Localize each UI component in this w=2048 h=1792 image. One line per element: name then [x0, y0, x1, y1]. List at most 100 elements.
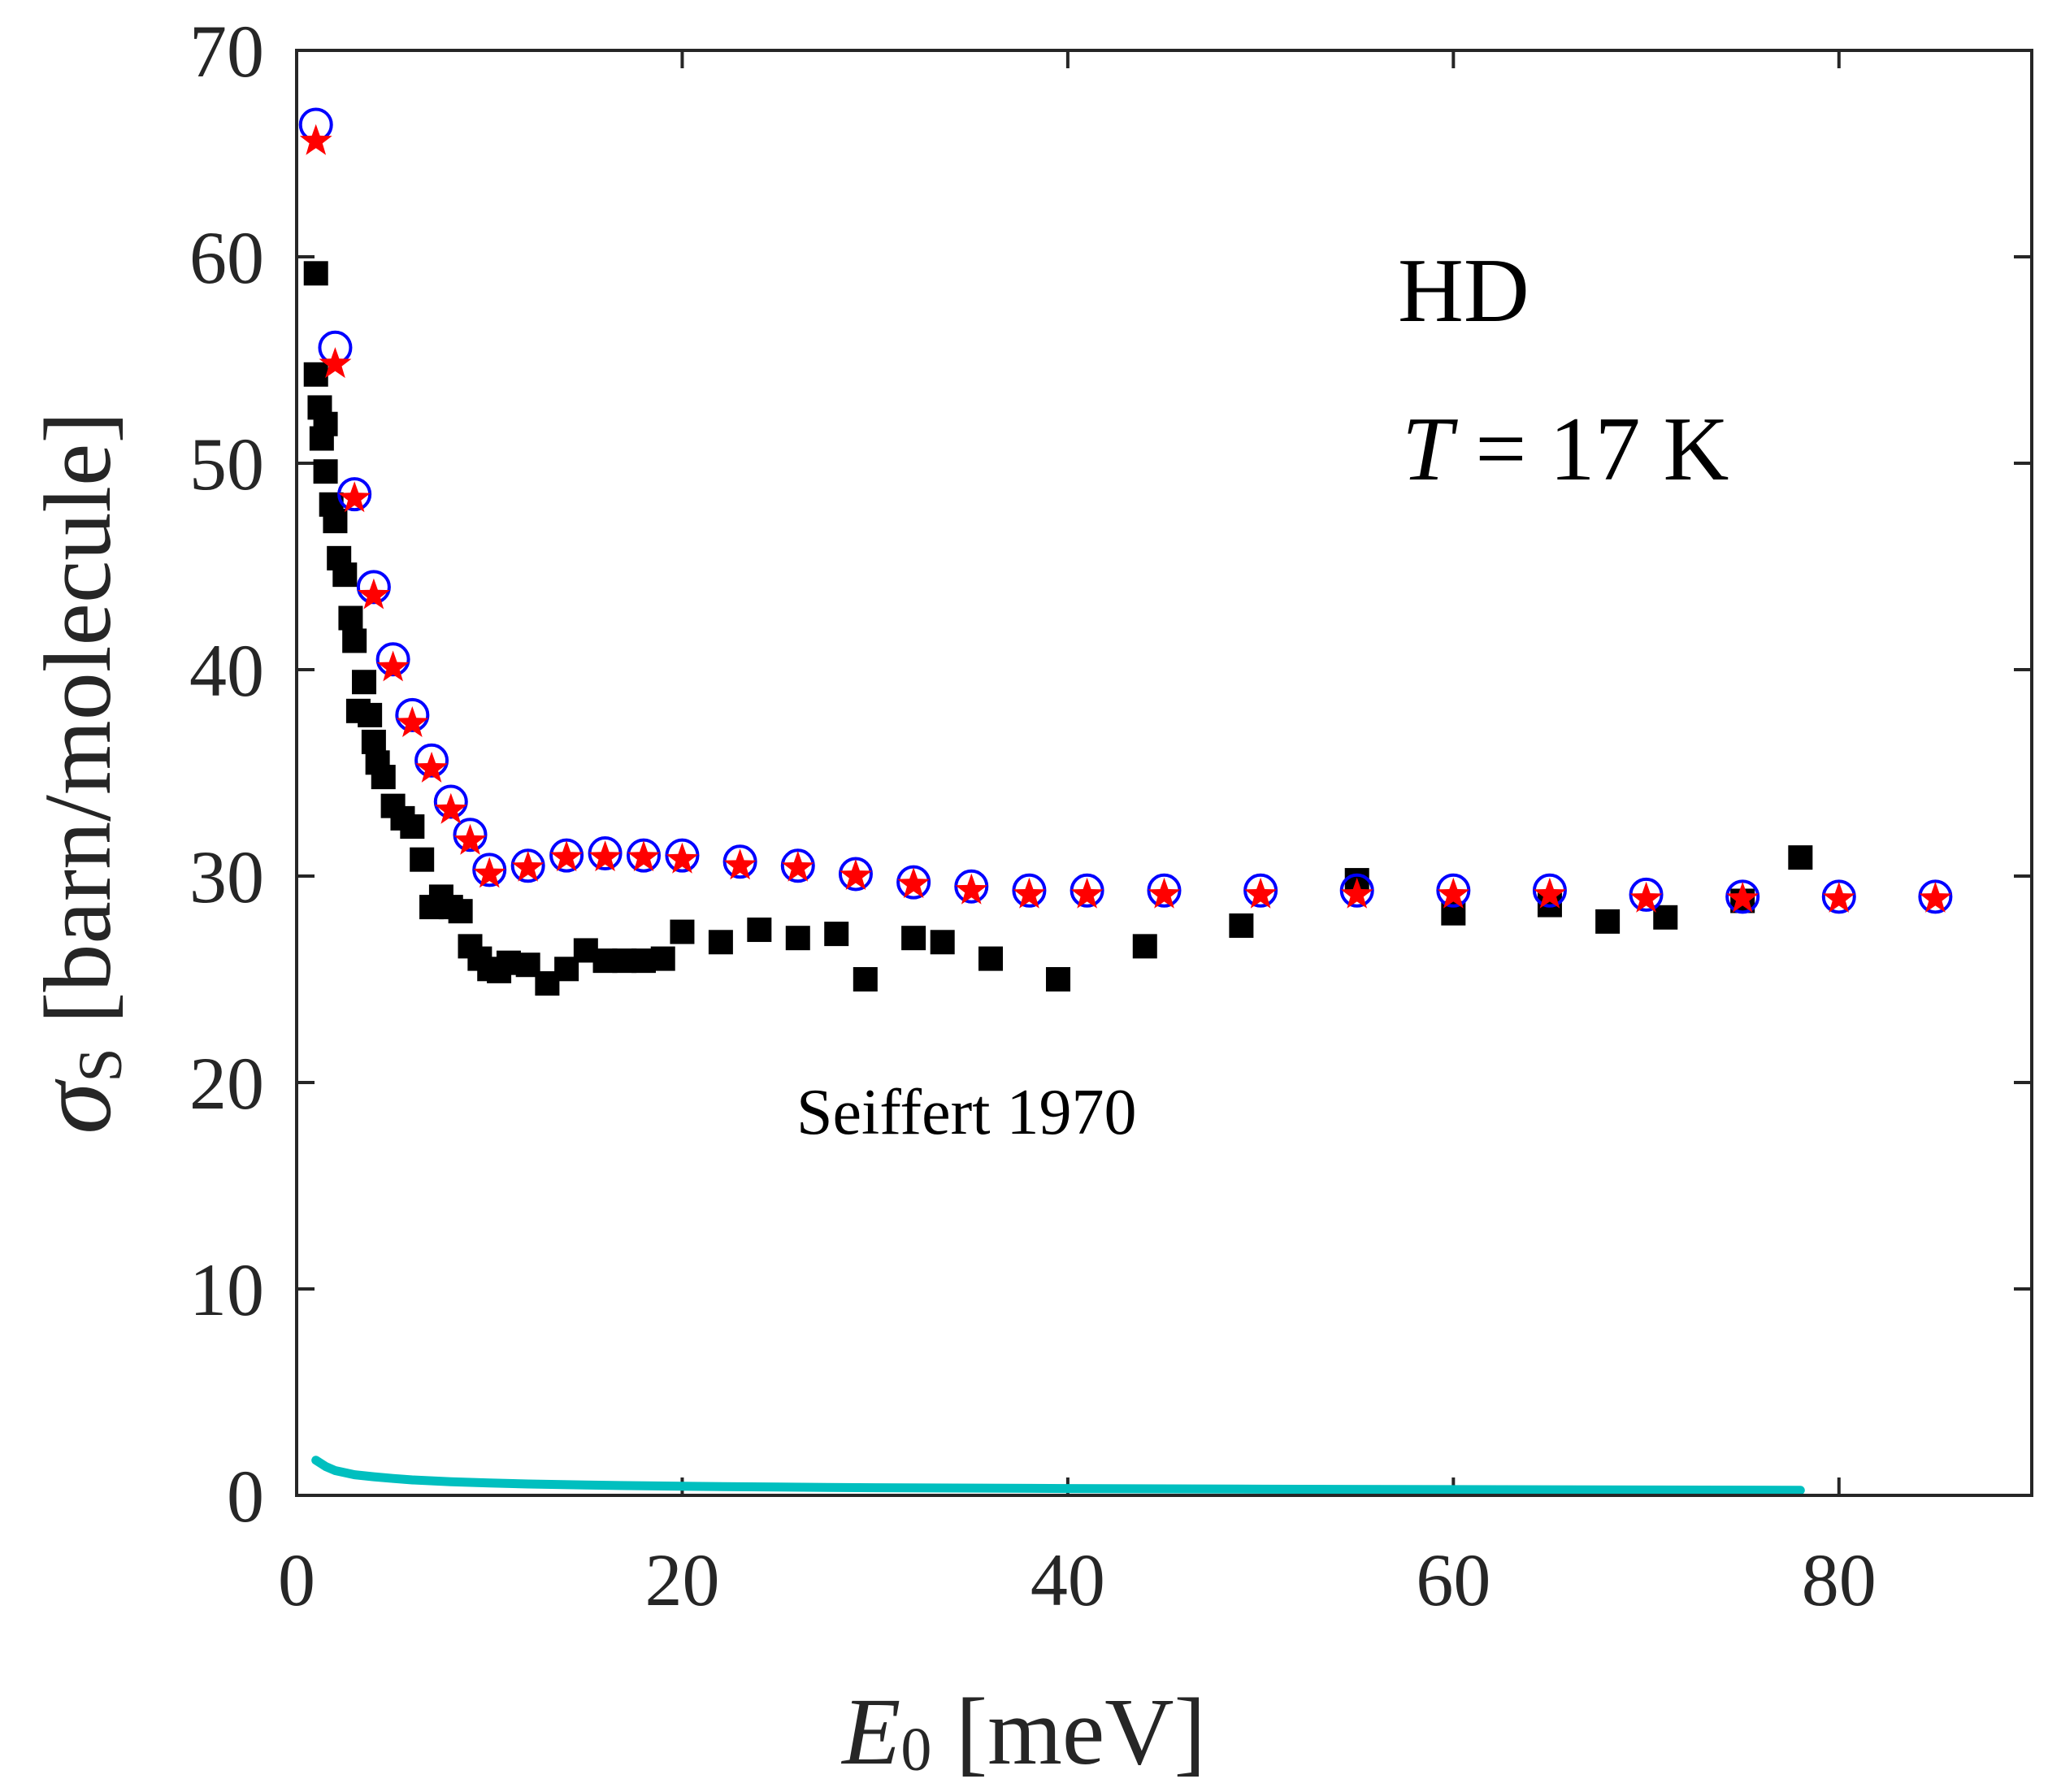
point-experiment-47 [978, 946, 1003, 971]
point-experiment-41 [747, 918, 772, 943]
point-circle-14 [665, 838, 700, 873]
point-experiment-0 [303, 261, 328, 286]
point-circle-23 [1243, 873, 1278, 908]
point-experiment-46 [930, 930, 955, 955]
point-circle-29 [1821, 879, 1856, 914]
point-circle-15 [722, 844, 757, 879]
point-star-27 [1629, 881, 1663, 913]
point-star-21 [1070, 877, 1104, 909]
x-tick-label-4: 80 [1802, 1538, 1877, 1621]
point-circle-4 [375, 642, 410, 677]
point-star-10 [511, 850, 545, 882]
point-circle-12 [588, 836, 623, 871]
y-tick-label-6: 60 [189, 216, 264, 299]
y-tick-label-7: 70 [189, 10, 264, 93]
point-experiment-14 [358, 702, 383, 727]
point-circle-7 [433, 784, 468, 819]
point-circle-5 [395, 697, 430, 732]
x-tick-label-3: 60 [1416, 1538, 1490, 1621]
point-star-22 [1148, 877, 1181, 909]
point-experiment-44 [853, 967, 878, 991]
point-circle-3 [356, 570, 391, 605]
x-tick-label-2: 40 [1031, 1538, 1105, 1621]
x-tick-label-1: 20 [644, 1538, 719, 1621]
point-experiment-25 [448, 899, 473, 924]
point-experiment-45 [901, 926, 926, 951]
point-star-5 [396, 706, 429, 737]
point-star-8 [453, 823, 487, 855]
point-experiment-17 [371, 765, 396, 790]
point-experiment-38 [650, 946, 675, 971]
point-star-24 [1340, 877, 1373, 909]
point-circle-22 [1147, 873, 1182, 908]
point-experiment-42 [785, 926, 810, 951]
point-experiment-9 [332, 562, 358, 588]
point-star-18 [897, 867, 931, 899]
point-star-3 [357, 578, 390, 610]
point-circle-28 [1725, 879, 1760, 914]
plot-frame [295, 49, 2033, 1497]
x-tick-label-0: 0 [278, 1538, 315, 1621]
point-star-12 [588, 840, 622, 872]
point-star-26 [1534, 877, 1566, 909]
point-experiment-21 [410, 847, 435, 872]
point-circle-20 [1012, 873, 1047, 908]
point-circle-13 [627, 838, 661, 873]
point-experiment-5 [313, 411, 338, 436]
point-star-7 [434, 792, 467, 824]
point-circle-6 [414, 743, 449, 778]
point-experiment-48 [1046, 967, 1071, 991]
y-axis-title: σS [barn/molecule] [16, 411, 135, 1134]
material-label: HD [1398, 241, 1529, 341]
axis-ticks [295, 49, 2032, 1497]
point-star-30 [1919, 881, 1952, 913]
point-star-25 [1437, 877, 1470, 909]
tick-labels: 0 20 40 60 80 0 10 20 30 40 50 60 70 [189, 10, 1877, 1621]
x-axis-title: E0 [meV] [840, 1678, 1206, 1785]
point-experiment-13 [352, 670, 377, 695]
y-tick-label-3: 30 [189, 835, 264, 918]
dataset-label: Seiffert 1970 [796, 1077, 1136, 1148]
y-tick-label-2: 20 [189, 1042, 264, 1125]
y-tick-label-0: 0 [227, 1455, 264, 1538]
y-tick-label-5: 50 [189, 423, 264, 505]
point-star-4 [376, 650, 410, 682]
point-experiment-7 [323, 509, 348, 534]
point-star-29 [1822, 881, 1855, 913]
point-star-2 [338, 481, 371, 513]
point-star-0 [299, 124, 332, 155]
point-circle-2 [337, 477, 372, 512]
point-experiment-10 [338, 605, 363, 631]
point-circle-24 [1339, 873, 1374, 908]
point-experiment-11 [342, 628, 367, 653]
point-circle-8 [453, 818, 488, 853]
point-star-13 [627, 840, 660, 872]
point-experiment-1 [303, 362, 328, 387]
point-star-14 [666, 842, 699, 874]
point-circle-25 [1436, 873, 1471, 908]
point-experiment-15 [361, 729, 386, 754]
point-circle-16 [780, 848, 815, 883]
point-experiment-57 [1788, 845, 1813, 870]
point-star-23 [1244, 877, 1278, 909]
point-star-9 [473, 857, 506, 888]
point-star-17 [840, 859, 872, 890]
point-star-15 [723, 848, 757, 880]
point-star-16 [781, 850, 814, 882]
point-star-1 [319, 347, 352, 379]
plot-marks [298, 107, 1953, 1495]
point-circle-9 [472, 853, 507, 887]
y-tick-label-4: 40 [189, 629, 264, 712]
point-experiment-50 [1229, 913, 1254, 938]
point-star-20 [1013, 877, 1046, 909]
point-circle-10 [510, 848, 545, 883]
point-circle-27 [1629, 877, 1664, 912]
point-experiment-54 [1595, 909, 1621, 934]
point-circle-19 [954, 869, 989, 904]
point-circle-26 [1532, 873, 1567, 908]
series-line-cyan [311, 1456, 1805, 1495]
point-circle-21 [1070, 873, 1104, 908]
y-tick-label-1: 10 [189, 1248, 264, 1331]
point-star-28 [1726, 881, 1759, 913]
